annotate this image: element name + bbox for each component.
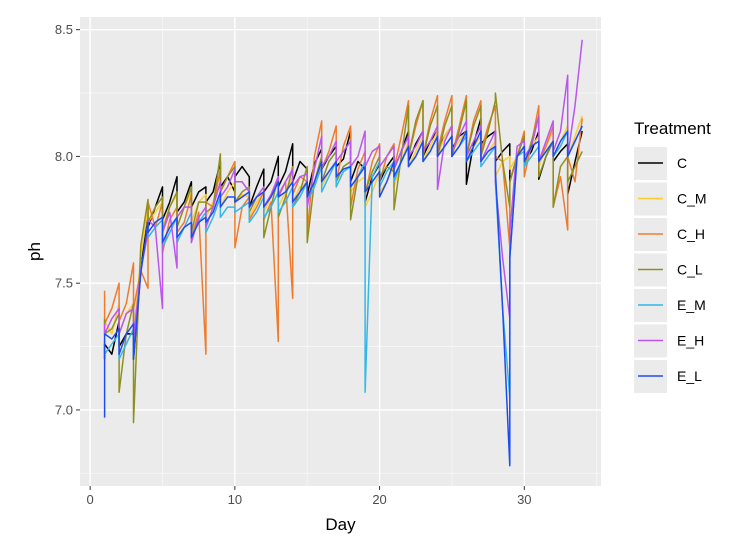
legend-label: C_L [677, 262, 703, 278]
series-line-c-l [103, 92, 583, 424]
x-axis-title: Day [325, 515, 356, 534]
x-tick-label: 0 [87, 492, 94, 507]
major-gridlines [80, 17, 601, 486]
legend-item-e-l: E_L [634, 360, 702, 393]
series-line-c-h [103, 94, 583, 355]
legend-label: E_H [677, 333, 704, 349]
legend-item-e-m: E_M [634, 289, 706, 322]
x-tick-label: 10 [228, 492, 242, 507]
legend-label: E_L [677, 368, 702, 384]
legend-label: C_M [677, 191, 707, 207]
legend: Treatment C C_M C_H C_L E_M E_H E_L [634, 119, 711, 393]
series-line-e-l [103, 125, 583, 467]
legend-item-c: C [634, 147, 687, 180]
legend-title: Treatment [634, 119, 711, 138]
legend-items: C C_M C_H C_L E_M E_H E_L [634, 147, 707, 393]
series-line-e-h [103, 39, 583, 340]
x-tick-label: 30 [517, 492, 531, 507]
y-tick-label: 8.5 [55, 22, 73, 37]
y-axis-title: ph [25, 242, 44, 261]
y-tick-label: 8.0 [55, 149, 73, 164]
legend-item-c-h: C_H [634, 218, 705, 251]
legend-item-e-h: E_H [634, 324, 704, 358]
legend-label: E_M [677, 297, 706, 313]
x-tick-label: 20 [372, 492, 386, 507]
y-axis-ticks: 7.0 7.5 8.0 8.5 [55, 22, 80, 417]
x-axis-ticks: 0 10 20 30 [87, 486, 532, 507]
legend-item-c-l: C_L [634, 253, 703, 287]
legend-label: C [677, 155, 687, 171]
plot-panel [80, 17, 601, 486]
minor-gridlines [80, 17, 601, 486]
y-tick-label: 7.0 [55, 402, 73, 417]
series-lines [103, 39, 583, 467]
legend-item-c-m: C_M [634, 182, 707, 216]
y-tick-label: 7.5 [55, 276, 73, 291]
legend-label: C_H [677, 226, 705, 242]
